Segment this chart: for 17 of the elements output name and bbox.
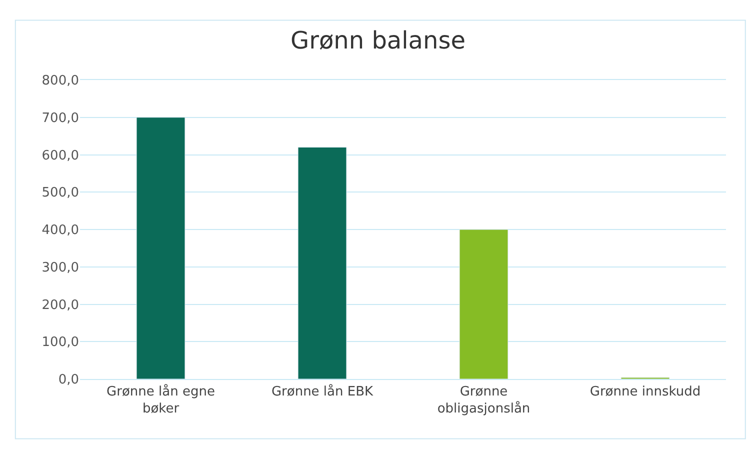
y-tick-label: 100,0 (42, 335, 79, 350)
y-tick-label: 600,0 (42, 148, 79, 164)
y-tick-label: 800,0 (42, 74, 79, 89)
y-tick-label: 300,0 (42, 260, 79, 276)
x-tick-label: Grønne obligasjonslån (437, 384, 530, 416)
bar (459, 229, 508, 379)
chart-title: Grønn balanse (290, 26, 466, 55)
x-tick-label: Grønne innskudd (590, 384, 701, 400)
y-tick-label: 500,0 (42, 186, 79, 201)
bar (298, 147, 347, 379)
y-tick-label: 200,0 (42, 298, 79, 313)
x-tick-label: Grønne lån egne bøker (106, 384, 215, 416)
y-tick-label: 0,0 (58, 372, 79, 388)
x-tick-label: Grønne lån EBK (271, 384, 374, 400)
y-tick-label: 400,0 (42, 223, 79, 238)
y-tick-label: 700,0 (42, 110, 79, 126)
bar (136, 117, 186, 379)
